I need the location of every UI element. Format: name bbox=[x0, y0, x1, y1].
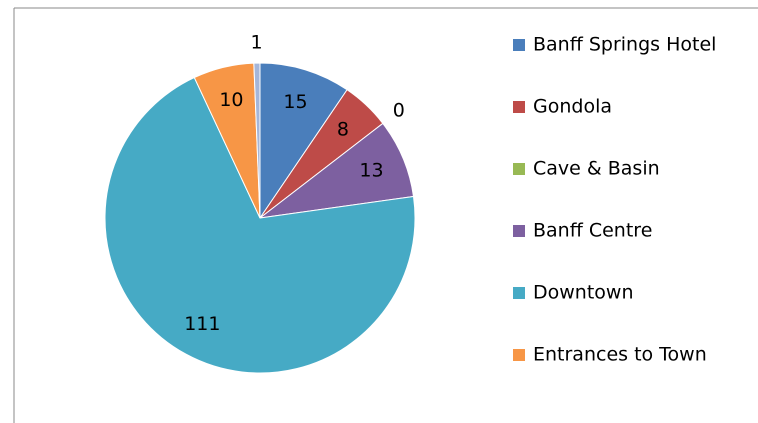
legend-label: Banff Springs Hotel bbox=[533, 34, 716, 56]
legend-swatch bbox=[513, 349, 525, 361]
data-label: 13 bbox=[359, 160, 383, 182]
data-label: 8 bbox=[337, 118, 349, 140]
legend-label: Banff Centre bbox=[533, 220, 652, 242]
data-label: 1 bbox=[250, 31, 262, 53]
legend-swatch bbox=[513, 225, 525, 237]
legend-label: Cave & Basin bbox=[533, 158, 660, 180]
pie-slice bbox=[253, 62, 261, 219]
data-label: 111 bbox=[184, 313, 220, 335]
legend-swatch bbox=[513, 163, 525, 175]
legend-label: Entrances to Town bbox=[533, 344, 707, 366]
data-label: 15 bbox=[283, 91, 307, 113]
pie-slice bbox=[259, 62, 348, 220]
legend-swatch bbox=[513, 287, 525, 299]
legend-swatch bbox=[513, 101, 525, 113]
legend-swatch bbox=[513, 39, 525, 51]
legend-label: Downtown bbox=[533, 282, 634, 304]
data-label: 0 bbox=[393, 100, 405, 122]
pie-slice bbox=[104, 76, 416, 374]
data-label: 10 bbox=[219, 89, 243, 111]
legend-label: Gondola bbox=[533, 96, 612, 118]
